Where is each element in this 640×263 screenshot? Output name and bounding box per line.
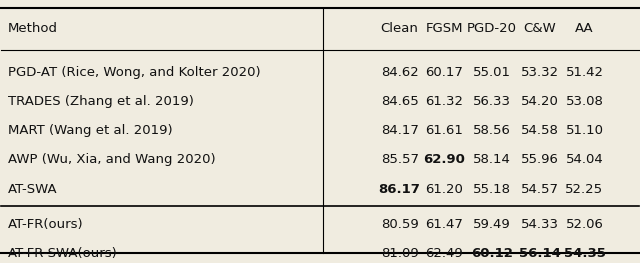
Text: 53.32: 53.32 [521,66,559,79]
Text: 54.20: 54.20 [521,95,559,108]
Text: 51.10: 51.10 [566,124,604,137]
Text: AT-FR-SWA(ours): AT-FR-SWA(ours) [8,247,118,260]
Text: 54.33: 54.33 [521,218,559,231]
Text: 54.35: 54.35 [563,247,605,260]
Text: MART (Wang et al. 2019): MART (Wang et al. 2019) [8,124,172,137]
Text: 51.42: 51.42 [566,66,604,79]
Text: 61.20: 61.20 [426,183,463,196]
Text: 84.62: 84.62 [381,66,419,79]
Text: 58.14: 58.14 [473,154,511,166]
Text: 55.18: 55.18 [473,183,511,196]
Text: 52.25: 52.25 [565,183,604,196]
Text: 61.61: 61.61 [426,124,463,137]
Text: 56.33: 56.33 [473,95,511,108]
Text: Method: Method [8,22,58,35]
Text: 61.32: 61.32 [425,95,463,108]
Text: 54.58: 54.58 [521,124,559,137]
Text: 85.57: 85.57 [381,154,419,166]
Text: FGSM: FGSM [426,22,463,35]
Text: 54.04: 54.04 [566,154,604,166]
Text: 84.17: 84.17 [381,124,419,137]
Text: 81.09: 81.09 [381,247,419,260]
Text: 53.08: 53.08 [566,95,604,108]
Text: PGD-20: PGD-20 [467,22,517,35]
Text: TRADES (Zhang et al. 2019): TRADES (Zhang et al. 2019) [8,95,194,108]
Text: 58.56: 58.56 [473,124,511,137]
Text: Clean: Clean [381,22,419,35]
Text: 55.96: 55.96 [521,154,559,166]
Text: AA: AA [575,22,594,35]
Text: 62.90: 62.90 [423,154,465,166]
Text: 60.17: 60.17 [426,66,463,79]
Text: 84.65: 84.65 [381,95,419,108]
Text: 59.49: 59.49 [473,218,511,231]
Text: 54.57: 54.57 [521,183,559,196]
Text: 56.14: 56.14 [519,247,561,260]
Text: 61.47: 61.47 [426,218,463,231]
Text: AT-FR(ours): AT-FR(ours) [8,218,83,231]
Text: 60.12: 60.12 [471,247,513,260]
Text: 80.59: 80.59 [381,218,419,231]
Text: 86.17: 86.17 [379,183,420,196]
Text: 55.01: 55.01 [473,66,511,79]
Text: C&W: C&W [524,22,556,35]
Text: AWP (Wu, Xia, and Wang 2020): AWP (Wu, Xia, and Wang 2020) [8,154,216,166]
Text: 52.06: 52.06 [566,218,604,231]
Text: 62.49: 62.49 [426,247,463,260]
Text: PGD-AT (Rice, Wong, and Kolter 2020): PGD-AT (Rice, Wong, and Kolter 2020) [8,66,260,79]
Text: AT-SWA: AT-SWA [8,183,58,196]
